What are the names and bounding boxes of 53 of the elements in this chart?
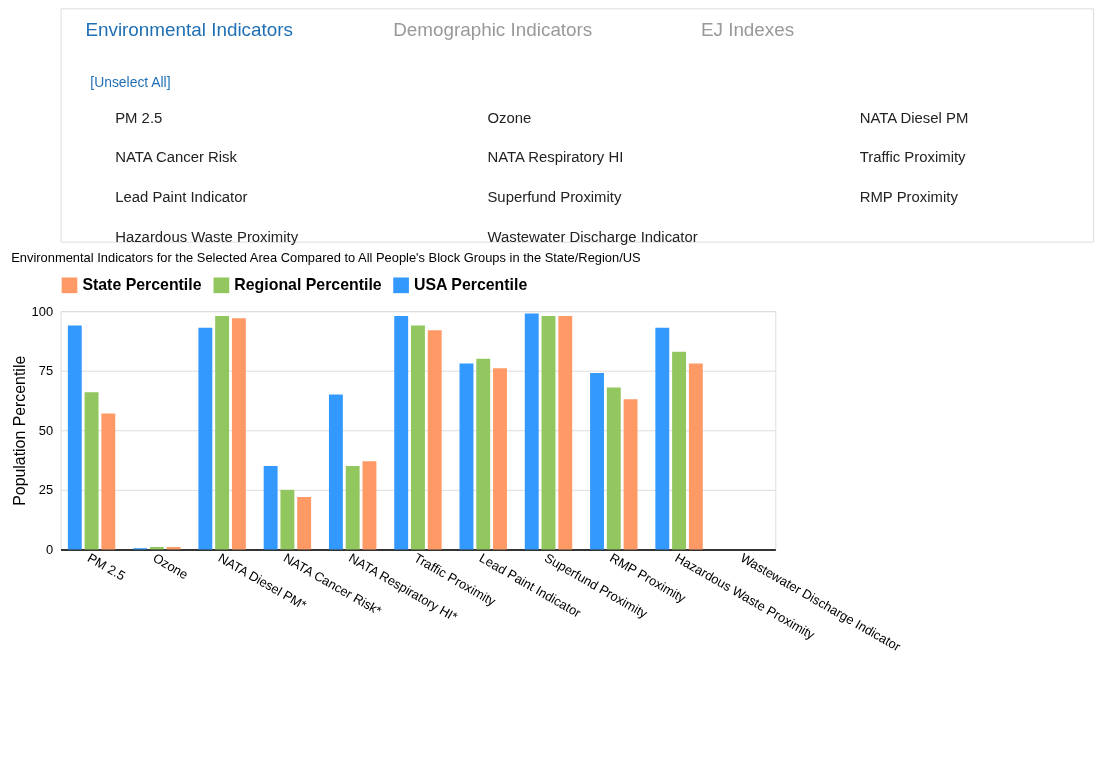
text: Hazardous Waste Proximity (115, 228, 299, 245)
legend-label: USA Percentile (413, 276, 528, 294)
x-tick-label: PM 2.5 (85, 550, 128, 584)
y-tick-label: 50 (38, 422, 54, 438)
bar (558, 315, 573, 550)
bar (345, 466, 360, 550)
bar (476, 358, 491, 550)
chart-title: Environmental Indicators for the Selected Area Compared to All People's Block Groups in the State/Region/US (11, 249, 641, 265)
y-tick-label: 0 (45, 541, 54, 557)
bar (590, 373, 604, 550)
text: Ozone (487, 109, 532, 126)
text: Lead Paint Indicator (115, 188, 248, 205)
bar (198, 327, 213, 550)
bar (394, 315, 409, 550)
bar (688, 363, 703, 550)
bar (101, 413, 116, 550)
text: NATA Respiratory HI (487, 149, 624, 166)
text: PM 2.5 (115, 109, 163, 126)
bar (411, 325, 425, 550)
bar (427, 330, 442, 550)
text: Wastewater Discharge Indicator (487, 228, 698, 245)
y-axis-title: Population Percentile (10, 355, 28, 506)
bar (67, 325, 82, 550)
text: NATA Diesel PM (859, 109, 969, 126)
bar (362, 461, 377, 550)
bar (459, 363, 474, 550)
text: Environmental Indicators (85, 19, 293, 41)
bar (263, 466, 278, 550)
text: NATA Cancer Risk (115, 149, 238, 166)
bar (524, 313, 539, 550)
bar (606, 387, 621, 550)
bar (623, 399, 638, 550)
bar (84, 392, 99, 550)
text: EJ Indexes (700, 19, 795, 41)
bar (493, 368, 507, 550)
bar (280, 489, 295, 550)
text: Traffic Proximity (859, 149, 967, 166)
text: Demographic Indicators (393, 19, 593, 41)
y-tick-label: 75 (38, 363, 54, 379)
legend-label: State Percentile (82, 276, 202, 294)
bar (328, 394, 343, 550)
text: Superfund Proximity (487, 188, 622, 205)
bar (215, 315, 230, 550)
text: RMP Proximity (859, 188, 959, 205)
bar (541, 315, 556, 550)
y-tick-label: 25 (38, 482, 54, 498)
y-tick-label: 100 (31, 303, 54, 319)
legend-label: Regional Percentile (234, 276, 382, 294)
bar (672, 351, 687, 550)
bar (231, 318, 246, 550)
bar (655, 327, 670, 550)
text: [Unselect All] (90, 73, 171, 90)
bar (297, 496, 312, 550)
